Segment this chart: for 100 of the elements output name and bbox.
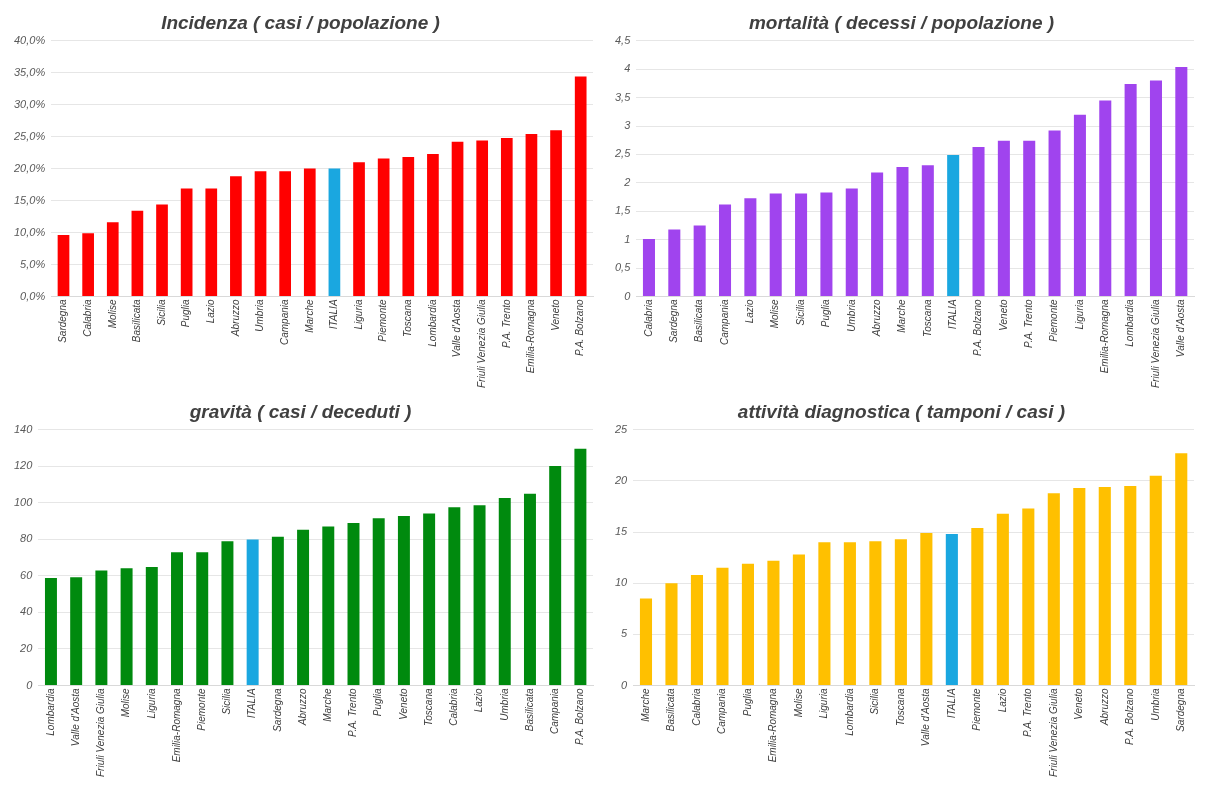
bar [795,193,808,296]
bar [476,140,489,296]
x-tick-label: Toscana [422,688,434,726]
x-tick-label: Campania [278,299,290,346]
bar [498,497,511,685]
x-tick-label: Calabria [690,688,702,726]
x-tick-label: Sardegna [57,299,69,343]
x-tick-label: Molise [106,299,118,329]
x-tick-label: Sicilia [869,688,881,715]
x-tick-label: Basilicata [693,299,705,343]
bar [971,527,984,685]
x-tick-label: Veneto [549,299,561,331]
bar [996,513,1009,685]
bar [997,140,1010,296]
bar [921,165,934,296]
bar [896,166,909,296]
bar [1023,140,1036,296]
bar [271,536,284,685]
bar [427,153,439,296]
x-tick-label: ITALIA [328,299,340,330]
bar [120,568,133,685]
y-tick-label: 20 [19,641,34,654]
x-tick-label: Sardegna [271,688,283,732]
bar [372,518,385,685]
x-tick-label: Puglia [180,299,192,328]
x-tick-label: Veneto [997,299,1009,331]
bar [1073,488,1086,685]
y-tick-label: 4,5 [614,33,632,46]
x-tick-label: Marche [322,688,334,722]
bar [665,583,678,685]
x-tick-label: Lombardia [426,299,438,347]
x-tick-label: Sicilia [221,688,233,715]
bar [246,539,259,685]
x-tick-label: Molise [120,688,132,718]
bar [1124,83,1137,296]
bar [744,198,757,296]
bar [1098,487,1111,685]
bar [894,539,907,685]
bar [397,515,410,685]
bar [1175,453,1188,685]
x-tick-label: P.A. Bolzano [972,299,984,356]
y-tick-label: 40,0% [13,33,46,46]
x-tick-label: Lombardia [843,688,855,736]
bar [741,563,754,685]
x-tick-label: Piemonte [1048,299,1060,342]
x-tick-label: Valle d'Aosta [920,688,932,747]
bar [353,162,365,296]
bar [145,566,158,685]
x-tick-label: Emilia-Romagna [1099,299,1111,374]
x-tick-label: ITALIA [945,688,957,719]
x-tick-label: Calabria [642,299,654,337]
bar [156,204,168,296]
x-tick-label: Friuli Venezia Giulia [475,299,487,389]
bar [843,542,856,685]
bar [716,567,729,685]
x-tick-label: Marche [639,688,651,722]
x-tick-label: P.A. Trento [1022,688,1034,737]
bar [171,552,183,685]
bar [693,225,706,296]
bar [448,507,461,685]
x-tick-label: Basilicata [665,688,677,732]
x-tick-label: ITALIA [946,299,958,330]
chart-title: gravità ( casi / deceduti ) [188,400,412,422]
y-tick-label: 3,5 [614,90,632,103]
bar [106,222,119,296]
bar [303,168,316,296]
x-tick-label: Piemonte [971,688,983,731]
bar [574,76,587,296]
bar [95,570,108,685]
x-tick-label: Veneto [1073,688,1085,720]
x-tick-label: Molise [792,688,804,718]
x-tick-label: Emilia-Romagna [525,299,537,374]
x-tick-label: Lazio [473,688,485,713]
x-tick-label: Sardegna [668,299,680,343]
bar [254,171,267,296]
x-tick-label: Toscana [402,299,414,337]
bar [230,176,242,296]
bar [690,575,704,685]
y-tick-label: 120 [13,459,34,472]
x-tick-label: Puglia [741,688,753,717]
bar [205,188,218,296]
x-tick-label: Toscana [921,299,933,337]
bar [1175,66,1188,296]
y-tick-label: 5,0% [20,257,46,270]
bar [820,192,833,296]
y-tick-label: 1 [624,232,631,245]
y-tick-label: 0,0% [20,289,46,302]
bar [523,493,536,685]
x-tick-label: Lazio [744,299,756,324]
x-tick-label: Emilia-Romagna [170,688,182,763]
x-tick-label: P.A. Bolzano [574,299,586,356]
x-tick-label: Valle d'Aosta [1175,299,1187,358]
bar [1149,80,1162,296]
y-tick-label: 30,0% [13,97,46,110]
y-tick-label: 25 [613,422,629,435]
bar [1099,100,1112,296]
bar [473,505,486,685]
y-tick-label: 2,5 [613,147,632,160]
bar [920,533,933,685]
bar [328,168,341,296]
